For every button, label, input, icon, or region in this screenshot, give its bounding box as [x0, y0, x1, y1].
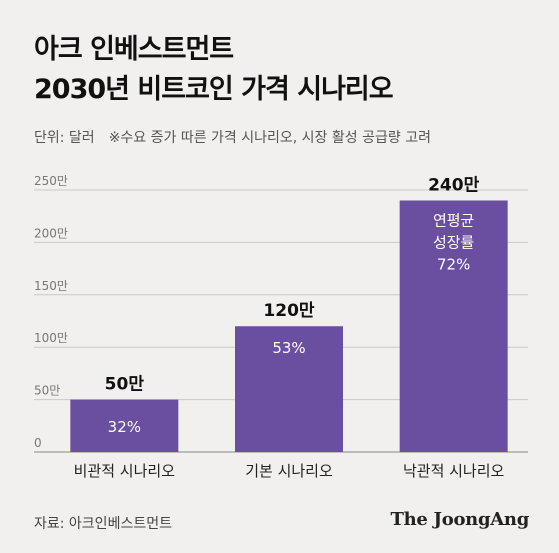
source-label: 자료: 아크인베스트먼트 [34, 516, 172, 532]
bar-inner-label: 성장률 [433, 233, 475, 251]
subtitle: 단위: 달러 ※수요 증가 따른 가격 시나리오, 시장 활성 공급량 고려 [34, 127, 431, 147]
bar [70, 399, 179, 452]
y-tick-label: 150만 [34, 279, 68, 293]
title-line-1: 아크 인베스트먼트 [34, 34, 234, 65]
bar [399, 200, 508, 452]
bar-inner-label: 72% [437, 255, 470, 273]
y-tick-label: 100만 [34, 331, 68, 345]
bar-inner-label: 32% [108, 418, 141, 436]
bar-value-label: 120만 [263, 301, 314, 321]
title-line-2: 2030년 비트코인 가격 시나리오 [34, 74, 394, 105]
bar-value-label: 50만 [105, 375, 145, 395]
bar-value-label: 240만 [428, 175, 479, 195]
bar-chart: 0 50만 100만 150만 200만 250만 50만 32% 비관적 시나리오 120만 53… [34, 174, 528, 480]
chart-note: ※수요 증가 따른 가격 시나리오, 시장 활성 공급량 고려 [108, 130, 431, 146]
y-tick-label: 200만 [34, 226, 68, 240]
category-label: 기본 시나리오 [245, 462, 333, 480]
bar-inner-label: 연평균 [433, 211, 475, 229]
category-label: 낙관적 시나리오 [403, 462, 505, 480]
brand-logo: The JoongAng [390, 509, 530, 530]
bar [235, 326, 343, 452]
category-label: 비관적 시나리오 [74, 462, 176, 480]
y-tick-label: 50만 [34, 384, 60, 398]
unit-label: 단위: 달러 [34, 130, 95, 146]
bar-inner-label: 53% [272, 339, 305, 357]
y-tick-label: 250만 [34, 174, 68, 188]
chart-title: 아크 인베스트먼트 2030년 비트코인 가격 시나리오 [34, 30, 394, 110]
y-tick-label: 0 [34, 436, 42, 450]
